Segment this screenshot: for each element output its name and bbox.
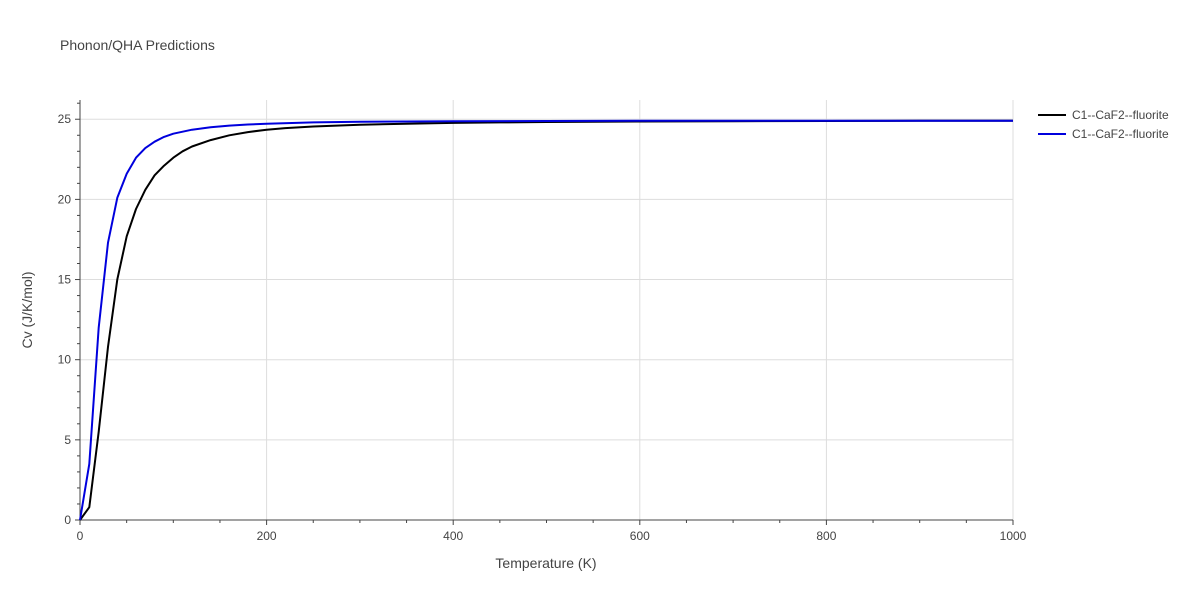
y-tick-label: 25: [58, 112, 72, 126]
y-tick-label: 15: [58, 273, 72, 287]
y-tick-label: 5: [64, 433, 71, 447]
legend-item-1[interactable]: C1--CaF2--fluorite: [1038, 108, 1169, 122]
x-tick-label: 0: [77, 529, 84, 543]
y-tick-label: 0: [64, 513, 71, 527]
y-tick-label: 10: [58, 353, 72, 367]
x-axis-title: Temperature (K): [495, 555, 596, 571]
legend[interactable]: C1--CaF2--fluorite C1--CaF2--fluorite: [1038, 108, 1169, 141]
x-tick-label: 800: [816, 529, 836, 543]
legend-label: C1--CaF2--fluorite: [1072, 127, 1169, 141]
x-tick-label: 1000: [1000, 529, 1027, 543]
axes: 0 200 400 600 800 1000 0 5 10 15 20 25: [58, 100, 1027, 543]
series-line-1: [79, 119, 1013, 521]
legend-label: C1--CaF2--fluorite: [1072, 108, 1169, 122]
x-tick-label: 200: [257, 529, 277, 543]
x-tick-label: 600: [630, 529, 650, 543]
legend-item-2[interactable]: C1--CaF2--fluorite: [1038, 127, 1169, 141]
y-axis-title: Cv (J/K/mol): [19, 272, 35, 349]
series-line-2: [79, 119, 1013, 521]
x-tick-label: 400: [443, 529, 463, 543]
y-tick-label: 20: [58, 192, 72, 206]
chart-title: Phonon/QHA Predictions: [60, 37, 215, 53]
grid-lines: [80, 100, 1014, 520]
series-group: [79, 119, 1013, 521]
